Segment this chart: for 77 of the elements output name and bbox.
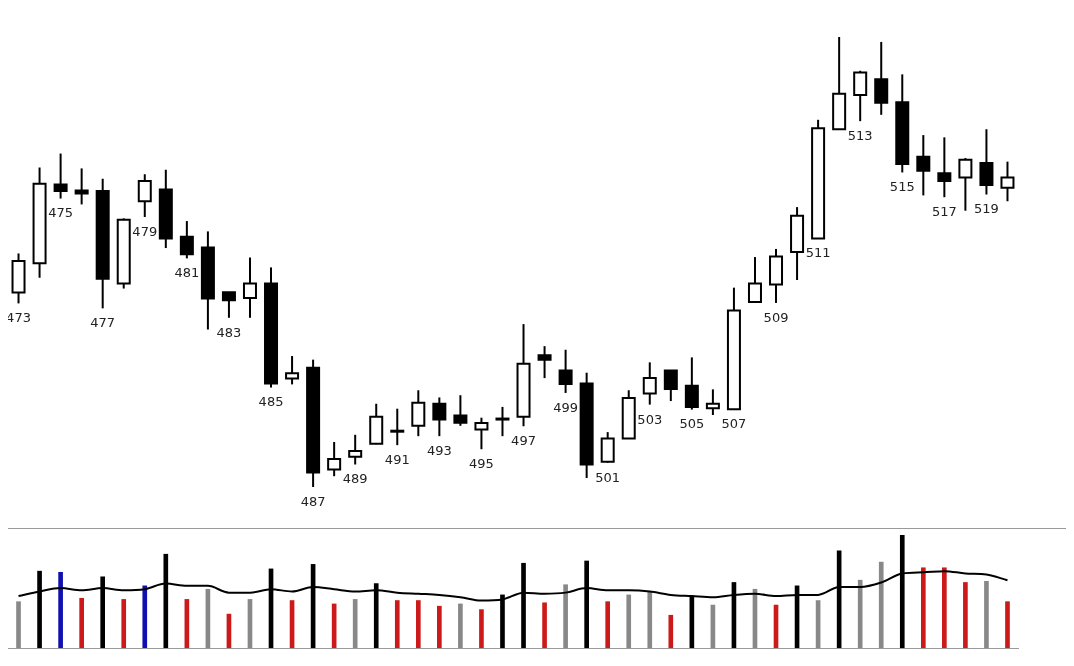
x-tick-label: 513 — [847, 128, 873, 144]
candlestick — [558, 348, 573, 394]
bar — [394, 600, 400, 648]
bar — [16, 601, 21, 648]
bar — [878, 561, 884, 648]
x-tick-label: 501 — [595, 469, 621, 485]
bar — [605, 601, 611, 648]
candlestick — [348, 433, 363, 466]
candlestick — [1000, 160, 1015, 203]
candlestick — [474, 416, 489, 451]
candlestick — [958, 157, 973, 212]
bar — [626, 594, 632, 648]
candlestick — [916, 134, 931, 197]
bar — [1005, 601, 1010, 648]
candlestick — [747, 256, 762, 304]
x-tick-label: 481 — [174, 265, 200, 281]
bar — [121, 599, 127, 648]
x-tick-label: 479 — [132, 223, 158, 239]
bar — [942, 567, 947, 648]
bar — [437, 605, 442, 648]
candlestick — [242, 256, 257, 319]
x-tick-label: 485 — [258, 394, 284, 410]
x-tick-label: 487 — [300, 493, 326, 509]
x-tick-label: 489 — [342, 471, 368, 487]
x-tick-label: 497 — [511, 433, 536, 449]
bar — [79, 597, 84, 648]
candlestick — [600, 431, 615, 464]
x-tick-label: 491 — [384, 452, 410, 468]
bar — [668, 614, 674, 648]
bar — [857, 579, 863, 648]
x-tick-label: 493 — [426, 443, 452, 459]
x-tick-label: 509 — [763, 309, 789, 325]
bar — [563, 584, 568, 648]
candlestick — [495, 405, 510, 438]
x-tick-label: 475 — [48, 205, 74, 221]
bar — [479, 609, 484, 648]
bar — [984, 581, 989, 648]
candlestick — [663, 369, 678, 403]
x-tick-label: 519 — [974, 201, 999, 217]
bar — [920, 567, 926, 648]
x-tick-label: 483 — [216, 324, 242, 340]
candlestick — [684, 356, 699, 411]
candlestick — [453, 394, 468, 427]
bar — [58, 571, 63, 648]
candlestick — [705, 388, 720, 416]
bar — [458, 603, 463, 648]
x-tick-label: 505 — [679, 416, 705, 432]
x-tick-label: 517 — [931, 204, 957, 220]
x-tick-label: 515 — [889, 179, 915, 195]
candlestick — [53, 152, 68, 200]
candlestick — [642, 361, 657, 406]
bar — [963, 582, 968, 648]
candlestick — [137, 173, 152, 218]
candlestick — [285, 355, 300, 386]
candlestick — [74, 167, 89, 206]
x-tick-label: 511 — [805, 245, 831, 261]
candlestick — [853, 69, 868, 123]
bar — [542, 602, 547, 648]
candlestick — [411, 389, 426, 438]
candlestick — [179, 220, 194, 260]
candlestick — [327, 441, 342, 478]
x-tick-label: 503 — [637, 411, 663, 427]
candlestick — [221, 291, 236, 319]
bar — [352, 599, 358, 648]
x-tick-label: 477 — [90, 315, 116, 331]
bar — [142, 585, 148, 648]
candlestick — [937, 136, 952, 199]
candlestick — [874, 40, 889, 116]
bar — [647, 591, 653, 648]
x-tick-label: 507 — [721, 416, 747, 432]
candlestick — [979, 128, 994, 196]
candlestick — [390, 407, 405, 447]
bar — [415, 600, 421, 648]
x-tick-label: 499 — [553, 399, 579, 415]
x-tick-label: 495 — [469, 456, 494, 472]
candlestick — [537, 345, 552, 380]
candlestick — [432, 396, 447, 438]
